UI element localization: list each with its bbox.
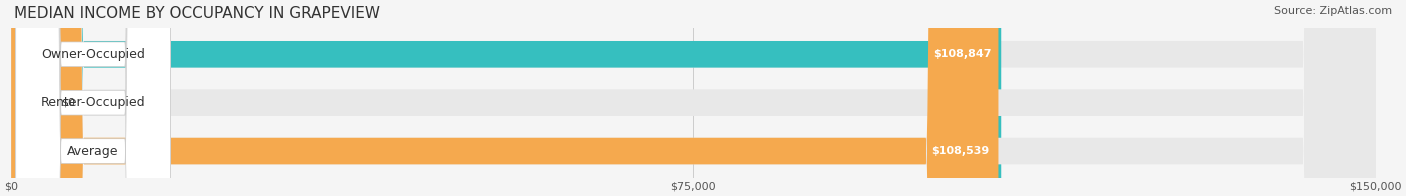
Text: $108,847: $108,847 — [934, 49, 993, 59]
Text: Owner-Occupied: Owner-Occupied — [41, 48, 145, 61]
FancyBboxPatch shape — [11, 0, 998, 196]
FancyBboxPatch shape — [11, 0, 48, 196]
Text: Source: ZipAtlas.com: Source: ZipAtlas.com — [1274, 6, 1392, 16]
Text: $0: $0 — [62, 98, 75, 108]
Text: Average: Average — [67, 145, 118, 158]
Text: Renter-Occupied: Renter-Occupied — [41, 96, 145, 109]
FancyBboxPatch shape — [11, 0, 1375, 196]
FancyBboxPatch shape — [11, 0, 1001, 196]
Text: MEDIAN INCOME BY OCCUPANCY IN GRAPEVIEW: MEDIAN INCOME BY OCCUPANCY IN GRAPEVIEW — [14, 6, 380, 21]
FancyBboxPatch shape — [15, 0, 170, 196]
FancyBboxPatch shape — [15, 0, 170, 196]
FancyBboxPatch shape — [11, 0, 1375, 196]
FancyBboxPatch shape — [15, 0, 170, 196]
FancyBboxPatch shape — [11, 0, 1375, 196]
Text: $108,539: $108,539 — [931, 146, 990, 156]
